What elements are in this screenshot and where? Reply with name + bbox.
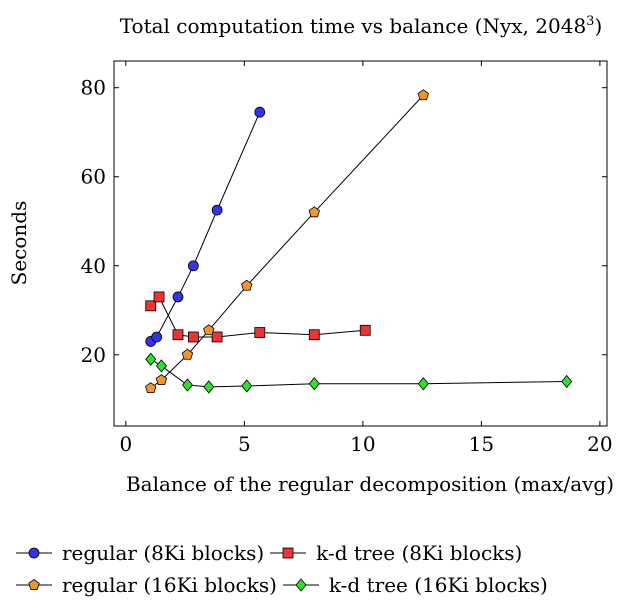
series-2 <box>145 89 430 394</box>
data-point <box>203 324 215 336</box>
legend-marker <box>28 547 40 559</box>
legend-item: k-d tree (8Ki blocks) <box>268 541 522 565</box>
axis-ticks: 0 5 10 15 20 20 40 60 80 <box>81 61 613 456</box>
data-point <box>145 352 157 366</box>
data-point <box>211 204 223 216</box>
series-1 <box>145 291 371 343</box>
series-line <box>150 94 424 389</box>
data-point <box>211 331 223 343</box>
series-0 <box>145 106 266 347</box>
legend-row: regular (8Ki blocks) k-d tree (8Ki blocks… <box>14 537 634 569</box>
data-point <box>203 380 215 394</box>
data-point <box>172 329 184 341</box>
legend-item: regular (8Ki blocks) <box>14 541 264 565</box>
x-tick-label: 0 <box>119 432 132 456</box>
data-point <box>254 106 266 118</box>
data-point <box>145 300 157 312</box>
series-layer <box>145 89 573 394</box>
chart: Total computation time vs balance (Nyx, … <box>7 14 614 496</box>
data-point <box>241 379 253 393</box>
legend: regular (8Ki blocks) k-d tree (8Ki blocks… <box>14 537 634 601</box>
chart-title: Total computation time vs balance (Nyx, … <box>120 14 603 38</box>
data-point <box>308 206 320 218</box>
data-point <box>308 329 320 341</box>
legend-item: regular (16Ki blocks) <box>14 573 277 597</box>
legend-swatch-icon <box>282 578 319 592</box>
legend-marker <box>28 579 40 590</box>
data-point <box>155 359 167 373</box>
data-point <box>359 324 371 336</box>
x-tick-label: 5 <box>238 432 251 456</box>
data-point <box>151 331 163 343</box>
data-point <box>153 291 165 303</box>
y-tick-label: 40 <box>81 254 106 278</box>
data-point <box>181 348 194 360</box>
data-point <box>145 382 157 394</box>
legend-label: k-d tree (16Ki blocks) <box>328 573 548 597</box>
data-point <box>188 331 199 343</box>
data-point <box>308 377 320 391</box>
data-point <box>417 377 429 391</box>
data-point <box>172 291 184 303</box>
y-tick-label: 60 <box>81 165 106 189</box>
legend-label: regular (16Ki blocks) <box>62 573 277 597</box>
x-tick-label: 10 <box>350 432 375 456</box>
x-tick-label: 20 <box>587 432 612 456</box>
data-point <box>241 279 253 291</box>
legend-swatch-icon <box>16 547 52 559</box>
legend-row: regular (16Ki blocks) k-d tree (16Ki bloc… <box>14 569 634 601</box>
plot-frame <box>113 60 608 427</box>
series-line <box>150 296 366 338</box>
data-point <box>561 374 573 389</box>
data-point <box>181 378 193 392</box>
series-3 <box>145 352 573 394</box>
legend-marker <box>295 578 307 592</box>
legend-swatch-icon <box>16 579 52 590</box>
data-point <box>254 327 266 338</box>
y-tick-label: 80 <box>81 76 106 100</box>
legend-label: regular (8Ki blocks) <box>62 541 265 565</box>
legend-label: k-d tree (8Ki blocks) <box>316 541 523 565</box>
legend-swatch-icon <box>270 547 307 559</box>
legend-item: k-d tree (16Ki blocks) <box>281 573 548 597</box>
data-point <box>188 260 199 272</box>
data-point <box>155 374 168 386</box>
series-line <box>150 111 261 342</box>
x-axis-label: Balance of the regular decomposition (ma… <box>126 472 614 496</box>
series-line <box>150 358 567 388</box>
data-point <box>417 89 430 101</box>
y-tick-label: 20 <box>81 343 106 367</box>
x-tick-label: 15 <box>469 432 494 456</box>
y-axis-label: Seconds <box>7 201 31 286</box>
legend-marker <box>282 547 294 559</box>
